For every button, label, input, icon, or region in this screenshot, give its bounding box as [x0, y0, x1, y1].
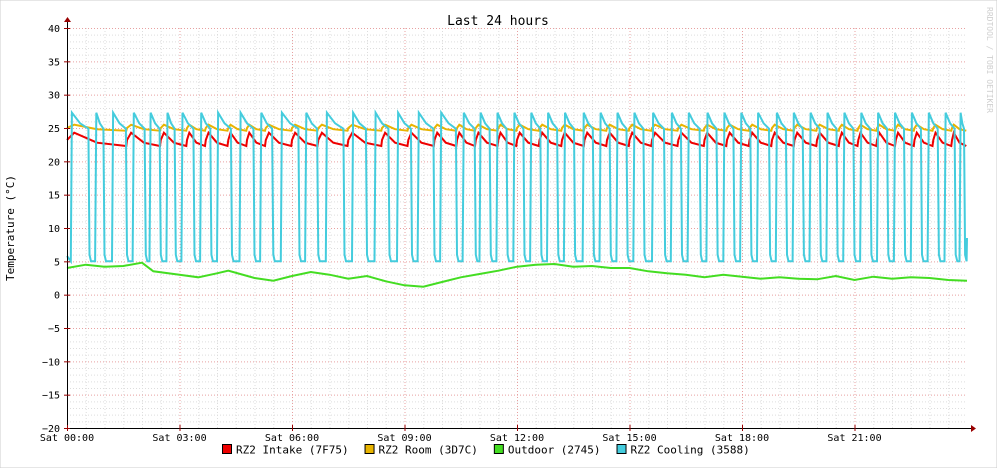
y-tick-label: 5 [54, 257, 60, 268]
legend-swatch-rz2-cooling-3588 [616, 444, 627, 454]
chart-title: Last 24 hours [447, 14, 549, 29]
legend-label-rz2-cooling-3588: RZ2 Cooling (3588) [631, 444, 750, 457]
y-tick-label: −10 [42, 357, 60, 368]
legend-swatch-outdoor-2745 [493, 444, 504, 454]
legend-label-rz2-intake-7f75: RZ2 Intake (7F75) [236, 444, 349, 457]
x-tick-label: Sat 09:00 [377, 433, 431, 444]
y-axis-label: Temperature (°C) [4, 175, 17, 281]
x-tick-label: Sat 03:00 [152, 433, 206, 444]
legend-swatch-rz2-intake-7f75 [222, 444, 232, 454]
x-axis-arrow [971, 425, 976, 432]
x-tick-label: Sat 00:00 [40, 433, 94, 444]
x-tick-label: Sat 15:00 [602, 433, 656, 444]
x-tick-label: Sat 06:00 [265, 433, 319, 444]
y-axis-arrow [64, 17, 71, 22]
y-tick-label: 20 [48, 157, 60, 168]
y-tick-label: 35 [48, 57, 60, 68]
y-tick-label: 15 [48, 191, 60, 202]
legend-label-rz2-room-3d7c: RZ2 Room (3D7C) [379, 444, 478, 457]
legend: RZ2 Intake (7F75) RZ2 Room (3D7C) Outdoor … [222, 444, 750, 457]
series-line-rz2-intake-7f75 [66, 130, 967, 148]
axes [64, 17, 976, 432]
rrdtool-watermark: RRDTOOL / TOBI OETIKER [985, 7, 994, 113]
legend-label-outdoor-2745: Outdoor (2745) [508, 444, 601, 457]
y-tick-label: 25 [48, 124, 60, 135]
series-group [66, 109, 968, 288]
y-tick-label: 0 [54, 291, 60, 302]
series-line-rz2-cooling-3588 [66, 109, 968, 265]
y-tick-label: 40 [48, 24, 60, 35]
y-tick-label: 10 [48, 224, 60, 235]
grid [67, 28, 967, 428]
x-tick-label: Sat 18:00 [715, 433, 769, 444]
y-tick-label: −5 [48, 324, 60, 335]
x-tick-label: Sat 12:00 [490, 433, 544, 444]
y-tick-label: −15 [42, 391, 60, 402]
legend-swatch-rz2-room-3d7c [364, 444, 375, 454]
y-tick-label: 30 [48, 91, 60, 102]
x-tick-label: Sat 21:00 [827, 433, 881, 444]
y-tick-label: −20 [42, 424, 60, 435]
series-line-outdoor-2745 [66, 261, 968, 288]
